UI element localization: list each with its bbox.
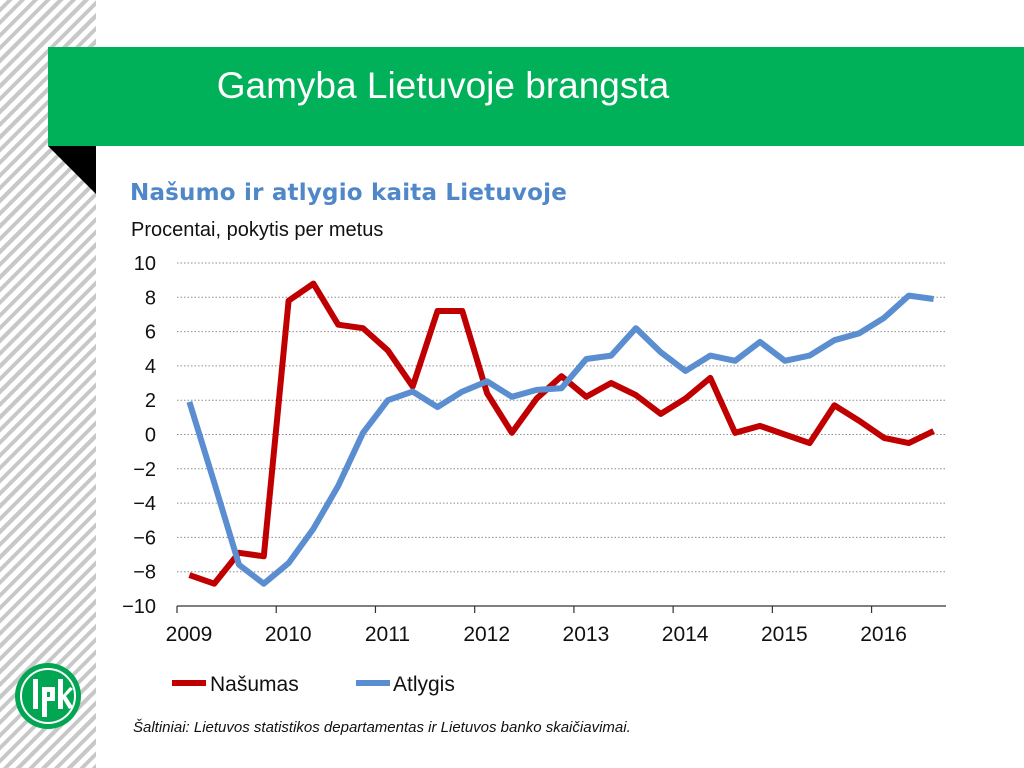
x-tick-label: 2013 <box>563 623 610 646</box>
lpk-logo-icon <box>17 665 79 727</box>
x-tick-label: 2012 <box>463 623 510 646</box>
banner-fold-corner <box>48 146 97 195</box>
series-lines <box>186 280 935 587</box>
x-tick-label: 2015 <box>761 623 808 646</box>
x-tick-label: 2009 <box>166 623 213 646</box>
y-tick-label: −2 <box>133 459 156 481</box>
legend: Našumas Atlygis <box>172 673 455 696</box>
y-tick-label: 0 <box>145 425 156 447</box>
title-banner: Gamyba Lietuvoje brangsta <box>48 47 1024 146</box>
x-tick-label: 2011 <box>365 623 410 646</box>
axes: 10 8 6 4 2 0 −2 −4 −6 −8 −10 2009 2010 2011 2012 2013 20… <box>122 253 946 646</box>
chart-source-note: Šaltiniai: Lietuvos statistikos departam… <box>133 719 631 736</box>
series-line-našumas <box>188 280 935 587</box>
series-line-atlygis <box>186 292 935 587</box>
y-tick-label: 2 <box>145 390 156 412</box>
chart-panel <box>96 146 1024 768</box>
chart-title: Našumo ir atlygio kaita Lietuvoje <box>130 180 567 206</box>
y-tick-label: 8 <box>145 287 156 309</box>
x-tick-label: 2010 <box>265 623 312 646</box>
y-tick-label: 4 <box>145 356 156 378</box>
legend-label: Atlygis <box>393 673 455 696</box>
slide-title: Gamyba Lietuvoje brangsta <box>216 65 670 106</box>
chart-subtitle: Procentai, pokytis per metus <box>131 219 384 241</box>
y-tick-label: −4 <box>133 493 156 515</box>
y-tick-label: 6 <box>145 322 156 344</box>
x-tick-label: 2014 <box>662 623 709 646</box>
x-tick-label: 2016 <box>860 623 907 646</box>
y-tick-label: −8 <box>133 562 156 584</box>
legend-label: Našumas <box>210 673 299 696</box>
lpk-logo <box>15 663 81 729</box>
y-tick-label: −6 <box>133 527 156 549</box>
y-tick-label: −10 <box>122 596 156 618</box>
y-tick-label: 10 <box>134 253 156 275</box>
